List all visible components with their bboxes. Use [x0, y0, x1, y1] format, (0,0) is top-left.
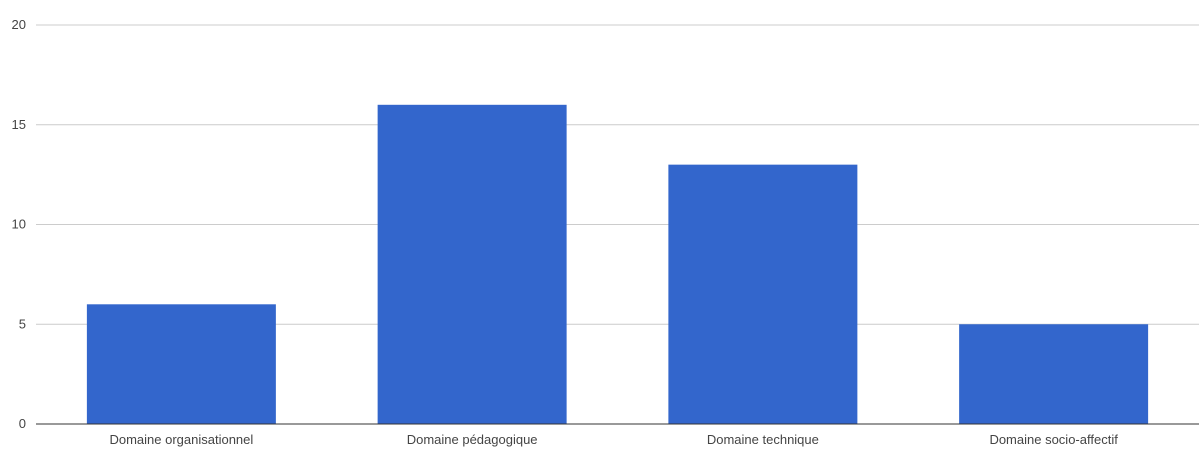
y-tick-label: 0 [19, 416, 26, 431]
bar [86, 304, 276, 424]
gridlines [36, 24, 1199, 325]
x-tick-label: Domaine technique [707, 432, 819, 447]
x-tick-label: Domaine organisationnel [109, 432, 253, 447]
x-tick-label: Domaine socio-affectif [989, 432, 1118, 447]
bar [668, 164, 858, 424]
y-tick-label: 15 [12, 117, 26, 132]
y-tick-label: 5 [19, 316, 26, 331]
bar [377, 104, 567, 425]
y-axis-tick-labels: 0 5 10 15 20 [12, 17, 26, 431]
bars [86, 104, 1149, 425]
x-tick-label: Domaine pédagogique [407, 432, 538, 447]
x-axis-tick-labels: Domaine organisationnel Domaine pédagogiq… [109, 432, 1118, 447]
y-tick-label: 10 [12, 217, 26, 232]
bar [959, 324, 1149, 424]
y-tick-label: 20 [12, 17, 26, 32]
